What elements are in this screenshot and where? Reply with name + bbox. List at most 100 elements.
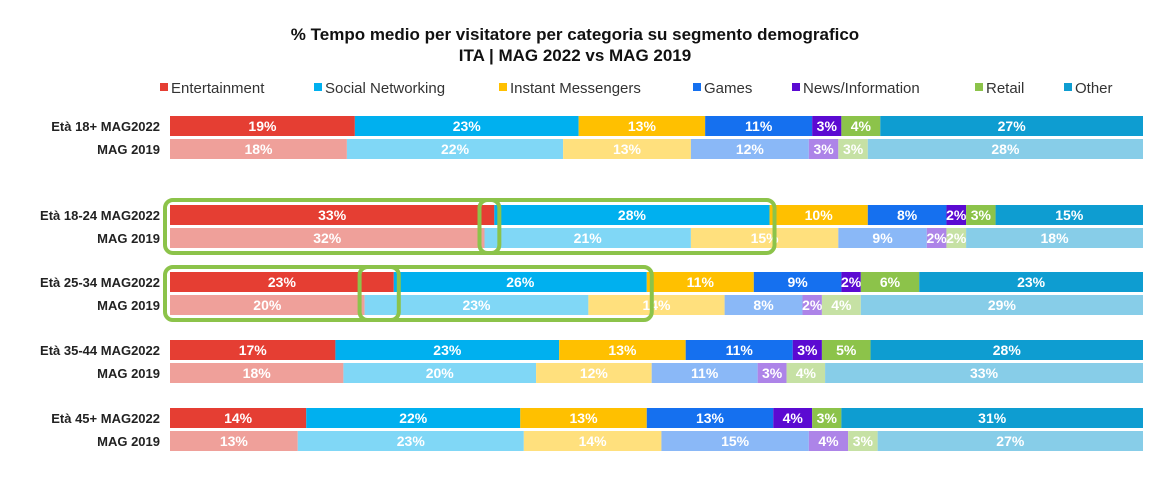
bar-segment-retail bbox=[841, 116, 881, 136]
data-label: 2% bbox=[946, 207, 967, 223]
legend-item-games: Games bbox=[693, 80, 752, 97]
data-label: 3% bbox=[843, 141, 864, 157]
data-label: 15% bbox=[721, 433, 750, 449]
row-label: MAG 2019 bbox=[97, 434, 160, 449]
data-label: 14% bbox=[642, 297, 671, 313]
bar-row: MAG 2019 20% 23% 14% 8% 2% 4% 29% bbox=[97, 295, 1143, 315]
data-label: 23% bbox=[453, 118, 482, 134]
bar-segment-retail bbox=[860, 272, 920, 292]
data-label: 15% bbox=[1055, 207, 1084, 223]
data-label: 3% bbox=[853, 433, 874, 449]
bar-row: MAG 2019 18% 20% 12% 11% 3% 4% 33% bbox=[97, 363, 1143, 383]
bar-segment-games bbox=[690, 139, 809, 159]
legend-label: Retail bbox=[986, 80, 1024, 97]
bar-segment-games bbox=[661, 431, 809, 451]
group-et-18: Età 18+ MAG2022 19% 23% 13% 11% 3% 4% 27% MAG 20… bbox=[51, 116, 1143, 159]
legend-label: Social Networking bbox=[325, 80, 445, 97]
data-label: 27% bbox=[998, 118, 1027, 134]
data-label: 28% bbox=[993, 342, 1022, 358]
row-label: Età 45+ MAG2022 bbox=[51, 411, 160, 426]
data-label: 32% bbox=[313, 230, 342, 246]
data-label: 3% bbox=[971, 207, 992, 223]
data-label: 4% bbox=[796, 365, 817, 381]
data-label: 9% bbox=[872, 230, 893, 246]
data-label: 13% bbox=[696, 410, 725, 426]
group-et-25-34: Età 25-34 MAG2022 23% 26% 11% 9% 2% 6% 23%MAG 2… bbox=[40, 272, 1143, 315]
bar-segment-games bbox=[753, 272, 842, 292]
data-label: 13% bbox=[608, 342, 637, 358]
bar-segment-other bbox=[867, 139, 1143, 159]
data-label: 3% bbox=[813, 141, 834, 157]
legend-swatch bbox=[1064, 83, 1072, 91]
group-et-18-24: Età 18-24 MAG2022 33% 28% 10% 8% 2% 3% 15%MAG 2… bbox=[40, 205, 1143, 248]
bar-segment-news-information bbox=[812, 116, 842, 136]
bar-segment-other bbox=[877, 431, 1143, 451]
bar-row: MAG 2019 13% 23% 14% 15% 4% 3% 27% bbox=[97, 431, 1143, 451]
chart-title: % Tempo medio per visitatore per categor… bbox=[291, 25, 859, 44]
bar-segment-games bbox=[838, 228, 927, 248]
bar-row: MAG 2019 18% 22% 13% 12% 3% 3% 28% bbox=[97, 139, 1143, 159]
bar-segment-retail bbox=[946, 228, 967, 248]
data-label: 22% bbox=[399, 410, 428, 426]
bar-segment-entertainment bbox=[170, 116, 355, 136]
legend-swatch bbox=[975, 83, 983, 91]
bar-segment-retail bbox=[821, 295, 861, 315]
legend-label: Other bbox=[1075, 80, 1113, 97]
data-label: 18% bbox=[1041, 230, 1070, 246]
bar-segment-social-networking bbox=[297, 431, 524, 451]
bar-segment-entertainment bbox=[170, 295, 365, 315]
bar-segment-games bbox=[646, 408, 774, 428]
highlight-box bbox=[163, 198, 502, 255]
legend-label: Entertainment bbox=[171, 80, 265, 97]
bar-segment-entertainment bbox=[170, 272, 394, 292]
bar-segment-news-information bbox=[808, 139, 839, 159]
data-label: 15% bbox=[751, 230, 780, 246]
data-label: 11% bbox=[691, 365, 719, 381]
bar-segment-social-networking bbox=[393, 272, 647, 292]
bar-segment-instant-messengers bbox=[769, 205, 868, 225]
bar-segment-entertainment bbox=[170, 431, 298, 451]
bar-segment-retail bbox=[848, 431, 878, 451]
bar-segment-games bbox=[705, 116, 813, 136]
bar-segment-other bbox=[966, 228, 1143, 248]
data-label: 13% bbox=[220, 433, 249, 449]
data-label: 11% bbox=[687, 274, 715, 290]
bar-segment-news-information bbox=[802, 295, 822, 315]
bar-segment-other bbox=[919, 272, 1143, 292]
bar-segment-entertainment bbox=[170, 228, 485, 248]
highlight-boxes bbox=[163, 198, 777, 322]
row-label: Età 35-44 MAG2022 bbox=[40, 343, 160, 358]
bar-segment-social-networking bbox=[364, 295, 589, 315]
data-label: 19% bbox=[248, 118, 277, 134]
highlight-box bbox=[163, 265, 401, 322]
data-label: 21% bbox=[574, 230, 603, 246]
group-et-35-44: Età 35-44 MAG2022 17% 23% 13% 11% 3% 5% 28% MAG … bbox=[40, 340, 1143, 383]
bar-segment-entertainment bbox=[170, 340, 336, 360]
data-label: 22% bbox=[441, 141, 470, 157]
data-label: 5% bbox=[836, 342, 857, 358]
bar-segment-news-information bbox=[841, 272, 861, 292]
data-label: 10% bbox=[805, 207, 834, 223]
data-label: 26% bbox=[506, 274, 535, 290]
bar-area: Età 18+ MAG2022 19% 23% 13% 11% 3% 4% 27%MAG 20… bbox=[40, 116, 1143, 451]
legend-label: News/Information bbox=[803, 80, 920, 97]
data-label: 13% bbox=[570, 410, 599, 426]
legend-swatch bbox=[792, 83, 800, 91]
data-label: 31% bbox=[978, 410, 1007, 426]
bar-segment-instant-messengers bbox=[588, 295, 725, 315]
bar-segment-entertainment bbox=[170, 139, 347, 159]
data-label: 23% bbox=[433, 342, 462, 358]
data-label: 9% bbox=[787, 274, 808, 290]
data-label: 8% bbox=[897, 207, 918, 223]
bar-segment-social-networking bbox=[343, 363, 537, 383]
bar-segment-instant-messengers bbox=[559, 340, 686, 360]
bar-segment-news-information bbox=[946, 205, 967, 225]
bar-segment-retail bbox=[821, 340, 871, 360]
chart-legend: Entertainment Social Networking Instant Me… bbox=[160, 80, 1113, 97]
row-label: MAG 2019 bbox=[97, 366, 160, 381]
bar-segment-games bbox=[685, 340, 793, 360]
data-label: 12% bbox=[736, 141, 765, 157]
legend-label: Instant Messengers bbox=[510, 80, 641, 97]
highlight-box bbox=[357, 265, 654, 322]
bar-segment-instant-messengers bbox=[520, 408, 647, 428]
